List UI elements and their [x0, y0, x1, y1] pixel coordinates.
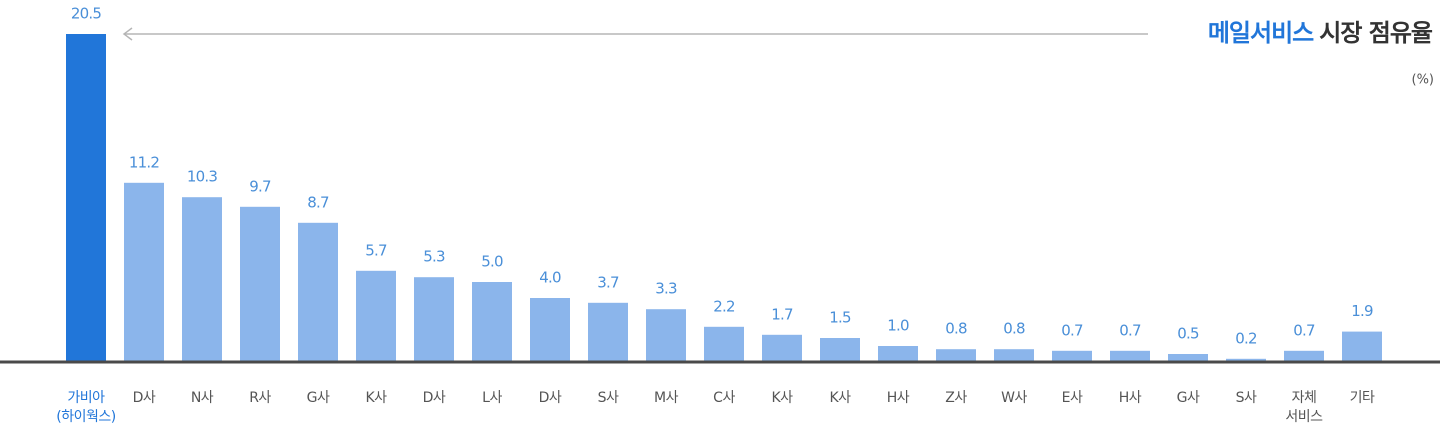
x-tick-label: D사: [422, 390, 446, 406]
x-tick-label: S사: [597, 390, 619, 406]
bar: [124, 182, 164, 362]
value-label: 9.7: [249, 177, 271, 195]
x-tick-label: 자체 서비스: [1285, 390, 1323, 425]
value-label: 4.0: [539, 269, 561, 287]
value-label: 1.7: [771, 305, 793, 323]
bar: [1168, 354, 1208, 362]
bar: [762, 334, 802, 362]
x-tick-label: D사: [538, 390, 562, 406]
value-label: 1.5: [829, 309, 851, 327]
bar: [820, 338, 860, 362]
x-tick-label: 기타: [1349, 390, 1375, 406]
value-label: 0.2: [1235, 329, 1257, 347]
bar: [1284, 350, 1324, 362]
x-tick-label: G사: [1176, 390, 1200, 406]
value-label: 0.8: [945, 320, 967, 338]
bar: [182, 197, 222, 362]
value-label: 2.2: [713, 297, 735, 315]
bar: [994, 349, 1034, 362]
value-label: 8.7: [307, 193, 329, 211]
bar: [1226, 358, 1266, 362]
title-text: 시장 점유율: [1319, 19, 1433, 47]
value-label: 10.3: [187, 168, 217, 186]
bar: [472, 282, 512, 362]
value-label: 0.5: [1177, 325, 1199, 343]
x-tick-label: K사: [365, 390, 387, 406]
x-tick-label: G사: [306, 390, 330, 406]
x-tick-label: H사: [1118, 390, 1142, 406]
bar: [936, 349, 976, 362]
x-tick-label: L사: [482, 390, 502, 406]
bar: [704, 326, 744, 362]
x-tick-label: K사: [829, 390, 851, 406]
bar: [356, 270, 396, 362]
bar: [298, 222, 338, 362]
value-label: 3.7: [597, 273, 619, 291]
value-label: 3.3: [655, 280, 677, 298]
x-tick-label: W사: [1001, 390, 1027, 406]
value-label: 11.2: [129, 153, 159, 171]
value-label: 5.0: [481, 253, 503, 271]
x-tick-label: E사: [1061, 390, 1083, 406]
value-label: 1.9: [1351, 302, 1373, 320]
value-label: 0.8: [1003, 320, 1025, 338]
value-label: 0.7: [1119, 321, 1141, 339]
x-tick-label: N사: [190, 390, 214, 406]
value-label: 20.5: [71, 5, 101, 23]
x-tick-label: R사: [249, 390, 271, 406]
bar: [530, 298, 570, 362]
bar: [588, 302, 628, 362]
x-tick-label: D사: [132, 390, 156, 406]
value-label: 1.0: [887, 317, 909, 335]
bar: [878, 346, 918, 362]
bar: [66, 34, 106, 362]
value-label: 0.7: [1061, 321, 1083, 339]
bar: [414, 277, 454, 362]
value-label: 5.7: [365, 241, 387, 259]
bar: [646, 309, 686, 362]
x-tick-label: H사: [886, 390, 910, 406]
unit-label: (%): [1412, 73, 1435, 88]
bar: [1052, 350, 1092, 362]
x-tick-label: S사: [1235, 390, 1257, 406]
value-label: 5.3: [423, 248, 445, 266]
bar: [1110, 350, 1150, 362]
bar: [1342, 331, 1382, 362]
chart-title: 메일서비스 시장 점유율: [1208, 19, 1433, 47]
title-highlight: 메일서비스: [1208, 19, 1314, 47]
x-tick-label: 가비아 (하이웍스): [56, 390, 116, 425]
x-tick-label: C사: [713, 390, 735, 406]
x-tick-label: K사: [771, 390, 793, 406]
value-label: 0.7: [1293, 321, 1315, 339]
x-tick-label: Z사: [945, 390, 967, 406]
bar: [240, 206, 280, 362]
arrow-head: [122, 27, 133, 41]
x-tick-label: M사: [654, 390, 678, 406]
